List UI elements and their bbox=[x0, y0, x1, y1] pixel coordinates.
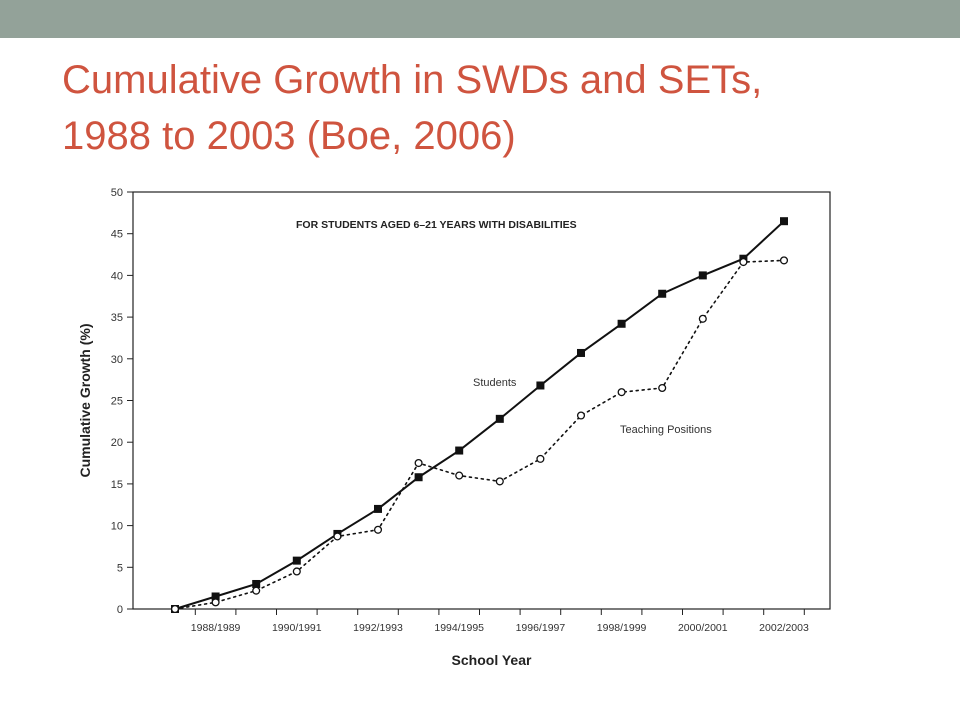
students-point bbox=[658, 289, 667, 298]
y-tick-label: 30 bbox=[111, 354, 123, 366]
x-tick-label: 1992/1993 bbox=[353, 622, 403, 634]
slide-title-line-2: 1988 to 2003 (Boe, 2006) bbox=[62, 114, 516, 158]
students-point bbox=[698, 271, 707, 280]
students-point bbox=[374, 504, 382, 513]
chart-svg: 0 5 10 15 20 25 30 35 40 45 50 1988/1989 1990/1991 19… bbox=[77, 187, 831, 668]
top-accent-bar bbox=[0, 0, 960, 38]
y-tick-label: 25 bbox=[111, 396, 123, 408]
x-tick-label: 1998/1999 bbox=[597, 622, 647, 634]
students-point bbox=[780, 217, 788, 226]
plot-frame bbox=[132, 191, 831, 610]
y-tick-label: 35 bbox=[111, 312, 123, 324]
teaching-positions-point bbox=[495, 477, 504, 486]
students-line bbox=[174, 220, 785, 610]
teaching-positions-point bbox=[617, 388, 626, 397]
students-point bbox=[252, 579, 261, 588]
x-tick-label: 1988/1989 bbox=[191, 622, 241, 634]
teaching-positions-point bbox=[292, 567, 301, 576]
students-point bbox=[495, 414, 504, 423]
teaching-positions-line bbox=[174, 259, 785, 610]
x-tick-label: 1996/1997 bbox=[516, 622, 566, 634]
teaching-positions-point bbox=[576, 411, 586, 420]
teaching-positions-point bbox=[536, 454, 545, 463]
teaching-positions-point bbox=[739, 258, 748, 267]
x-tick-label: 1990/1991 bbox=[272, 622, 322, 634]
y-tick-label: 15 bbox=[111, 479, 123, 491]
y-tick-label: 40 bbox=[111, 270, 123, 282]
students-point bbox=[536, 381, 545, 390]
students-point bbox=[414, 473, 423, 482]
teaching-positions-point bbox=[170, 604, 180, 614]
students-point bbox=[292, 556, 301, 565]
slide-title-line-1: Cumulative Growth in SWDs and SETs, bbox=[62, 58, 763, 102]
teaching-positions-point bbox=[455, 471, 464, 480]
teaching-positions-point bbox=[373, 525, 383, 534]
x-tick-label: 2002/2003 bbox=[759, 622, 809, 634]
y-axis-title: Cumulative Growth (%) bbox=[77, 323, 93, 477]
y-tick-label: 50 bbox=[111, 187, 123, 199]
chart-annotation: FOR STUDENTS AGED 6–21 YEARS WITH DISABI… bbox=[296, 219, 577, 231]
y-tick-label: 5 bbox=[117, 562, 123, 574]
series-label-students: Students bbox=[473, 377, 517, 389]
teaching-positions-point bbox=[698, 314, 707, 323]
y-tick-label: 20 bbox=[111, 437, 123, 449]
teaching-positions-point bbox=[414, 458, 423, 468]
teaching-positions-point bbox=[211, 598, 220, 607]
teaching-positions-point bbox=[333, 532, 342, 541]
y-tick-label: 10 bbox=[111, 521, 123, 533]
x-tick-label: 2000/2001 bbox=[678, 622, 728, 634]
teaching-positions-point bbox=[658, 383, 667, 393]
students-point bbox=[455, 446, 464, 455]
students-point bbox=[577, 348, 585, 357]
growth-chart: 0 5 10 15 20 25 30 35 40 45 50 1988/1989 1990/1991 19… bbox=[60, 175, 840, 675]
series-label-teaching-positions: Teaching Positions bbox=[620, 424, 712, 436]
students-point bbox=[617, 319, 626, 328]
y-tick-label: 45 bbox=[111, 229, 123, 241]
slide-title: Cumulative Growth in SWDs and SETs, 1988… bbox=[62, 52, 922, 164]
y-tick-label: 0 bbox=[117, 604, 123, 616]
teaching-positions-point bbox=[252, 586, 261, 595]
x-axis-title: School Year bbox=[452, 652, 532, 668]
teaching-positions-point bbox=[779, 256, 789, 265]
x-tick-label: 1994/1995 bbox=[434, 622, 484, 634]
students-point bbox=[211, 592, 220, 601]
